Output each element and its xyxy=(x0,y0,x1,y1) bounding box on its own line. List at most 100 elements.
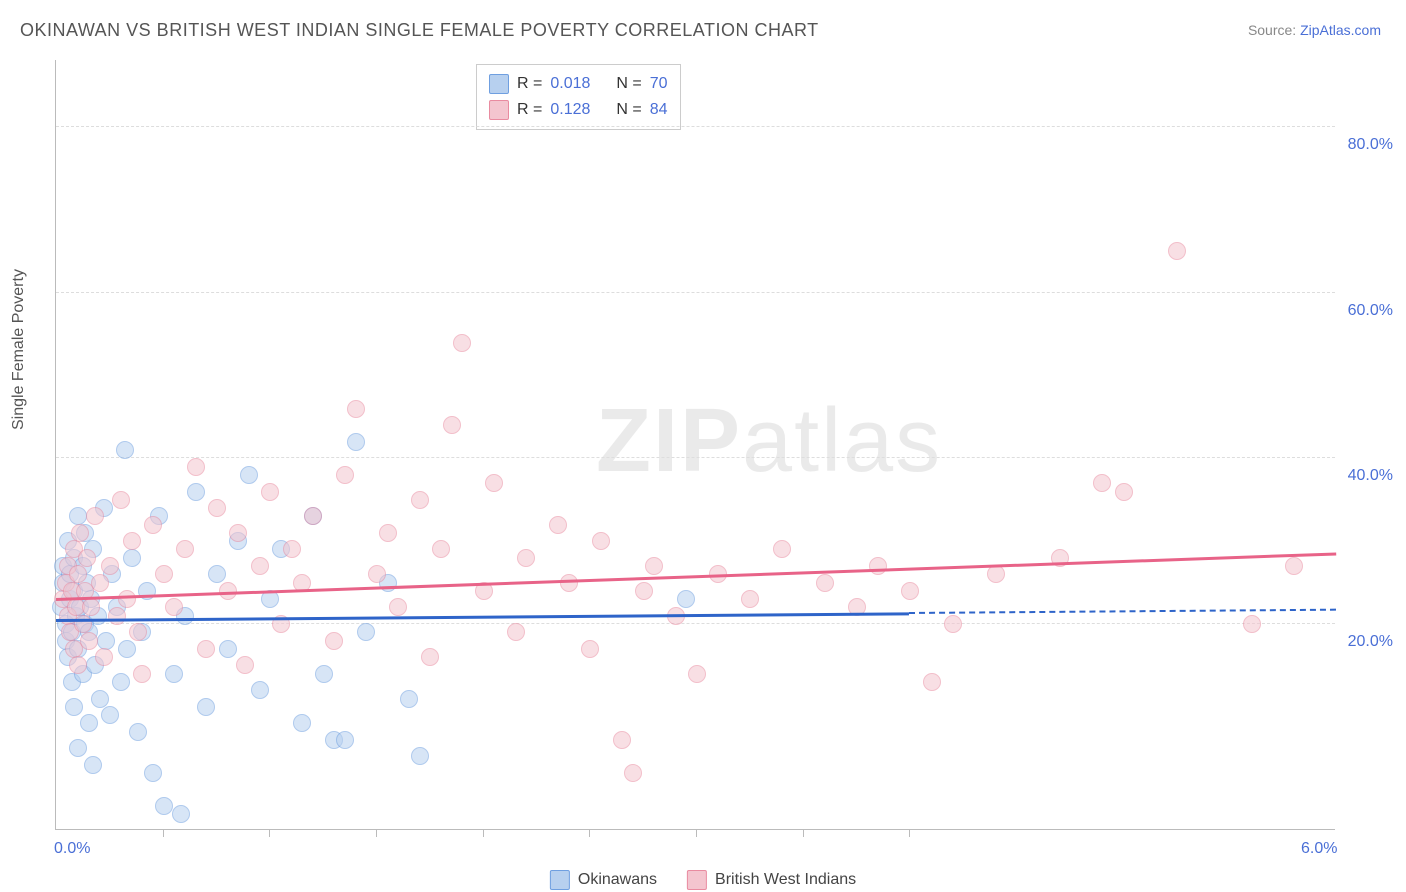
scatter-point xyxy=(901,582,919,600)
scatter-point xyxy=(400,690,418,708)
scatter-point xyxy=(347,433,365,451)
n-value-okinawans: 70 xyxy=(650,75,668,93)
scatter-point xyxy=(1243,615,1261,633)
scatter-point xyxy=(112,673,130,691)
x-tick-mark xyxy=(803,829,804,837)
scatter-point xyxy=(123,532,141,550)
scatter-point xyxy=(74,615,92,633)
n-label: N = xyxy=(616,75,641,93)
x-tick-mark xyxy=(376,829,377,837)
scatter-point xyxy=(251,681,269,699)
scatter-point xyxy=(389,598,407,616)
legend-label: British West Indians xyxy=(715,871,856,889)
legend-item-bwi: British West Indians xyxy=(687,870,856,890)
legend-swatch-okinawans xyxy=(550,870,570,890)
gridline xyxy=(56,457,1335,458)
scatter-point xyxy=(155,565,173,583)
scatter-point xyxy=(368,565,386,583)
scatter-point xyxy=(116,441,134,459)
scatter-point xyxy=(336,466,354,484)
scatter-point xyxy=(165,665,183,683)
scatter-point xyxy=(592,532,610,550)
x-tick-mark xyxy=(483,829,484,837)
legend-label: Okinawans xyxy=(578,871,657,889)
scatter-point xyxy=(187,483,205,501)
y-tick-label: 20.0% xyxy=(1348,633,1393,651)
scatter-point xyxy=(91,574,109,592)
scatter-point xyxy=(411,747,429,765)
scatter-point xyxy=(624,764,642,782)
scatter-point xyxy=(82,598,100,616)
r-value-okinawans: 0.018 xyxy=(550,75,590,93)
trend-line xyxy=(909,609,1336,614)
scatter-point xyxy=(69,656,87,674)
scatter-point xyxy=(1168,242,1186,260)
series-legend: Okinawans British West Indians xyxy=(550,870,856,890)
x-tick-mark xyxy=(269,829,270,837)
legend-swatch-bwi xyxy=(687,870,707,890)
scatter-point xyxy=(336,731,354,749)
trend-line xyxy=(56,553,1336,601)
source-prefix: Source: xyxy=(1248,22,1300,38)
gridline xyxy=(56,292,1335,293)
scatter-point xyxy=(112,491,130,509)
scatter-point xyxy=(613,731,631,749)
scatter-point xyxy=(80,632,98,650)
scatter-point xyxy=(69,565,87,583)
scatter-point xyxy=(197,698,215,716)
scatter-point xyxy=(432,540,450,558)
scatter-point xyxy=(944,615,962,633)
scatter-point xyxy=(251,557,269,575)
chart-title: OKINAWAN VS BRITISH WEST INDIAN SINGLE F… xyxy=(20,20,819,41)
scatter-point xyxy=(86,507,104,525)
source-link[interactable]: ZipAtlas.com xyxy=(1300,22,1381,38)
gridline xyxy=(56,126,1335,127)
watermark-light: atlas xyxy=(742,391,942,491)
scatter-point xyxy=(69,739,87,757)
scatter-point xyxy=(560,574,578,592)
scatter-point xyxy=(240,466,258,484)
scatter-point xyxy=(95,648,113,666)
scatter-point xyxy=(869,557,887,575)
scatter-point xyxy=(507,623,525,641)
scatter-point xyxy=(165,598,183,616)
scatter-point xyxy=(108,607,126,625)
y-tick-label: 40.0% xyxy=(1348,467,1393,485)
scatter-point xyxy=(144,516,162,534)
scatter-point xyxy=(645,557,663,575)
scatter-point xyxy=(773,540,791,558)
scatter-point xyxy=(123,549,141,567)
scatter-point xyxy=(118,640,136,658)
scatter-point xyxy=(129,723,147,741)
x-tick-mark xyxy=(696,829,697,837)
x-tick-label: 6.0% xyxy=(1301,840,1337,858)
x-tick-mark xyxy=(909,829,910,837)
scatter-point xyxy=(101,557,119,575)
legend-swatch-bwi xyxy=(489,100,509,120)
r-value-bwi: 0.128 xyxy=(550,101,590,119)
scatter-point xyxy=(283,540,301,558)
scatter-point xyxy=(453,334,471,352)
scatter-point xyxy=(129,623,147,641)
scatter-point xyxy=(144,764,162,782)
watermark-bold: ZIP xyxy=(596,391,742,491)
scatter-point xyxy=(1093,474,1111,492)
gridline xyxy=(56,623,1335,624)
scatter-point xyxy=(677,590,695,608)
scatter-point xyxy=(1115,483,1133,501)
scatter-point xyxy=(78,549,96,567)
scatter-point xyxy=(155,797,173,815)
scatter-point xyxy=(236,656,254,674)
y-tick-label: 80.0% xyxy=(1348,136,1393,154)
scatter-point xyxy=(84,756,102,774)
scatter-point xyxy=(421,648,439,666)
correlation-legend: R = 0.018 N = 70 R = 0.128 N = 84 xyxy=(476,64,681,130)
scatter-point xyxy=(816,574,834,592)
scatter-point xyxy=(315,665,333,683)
x-tick-mark xyxy=(589,829,590,837)
scatter-point xyxy=(65,698,83,716)
r-label: R = xyxy=(517,101,542,119)
scatter-point xyxy=(635,582,653,600)
scatter-point xyxy=(741,590,759,608)
scatter-point xyxy=(219,640,237,658)
